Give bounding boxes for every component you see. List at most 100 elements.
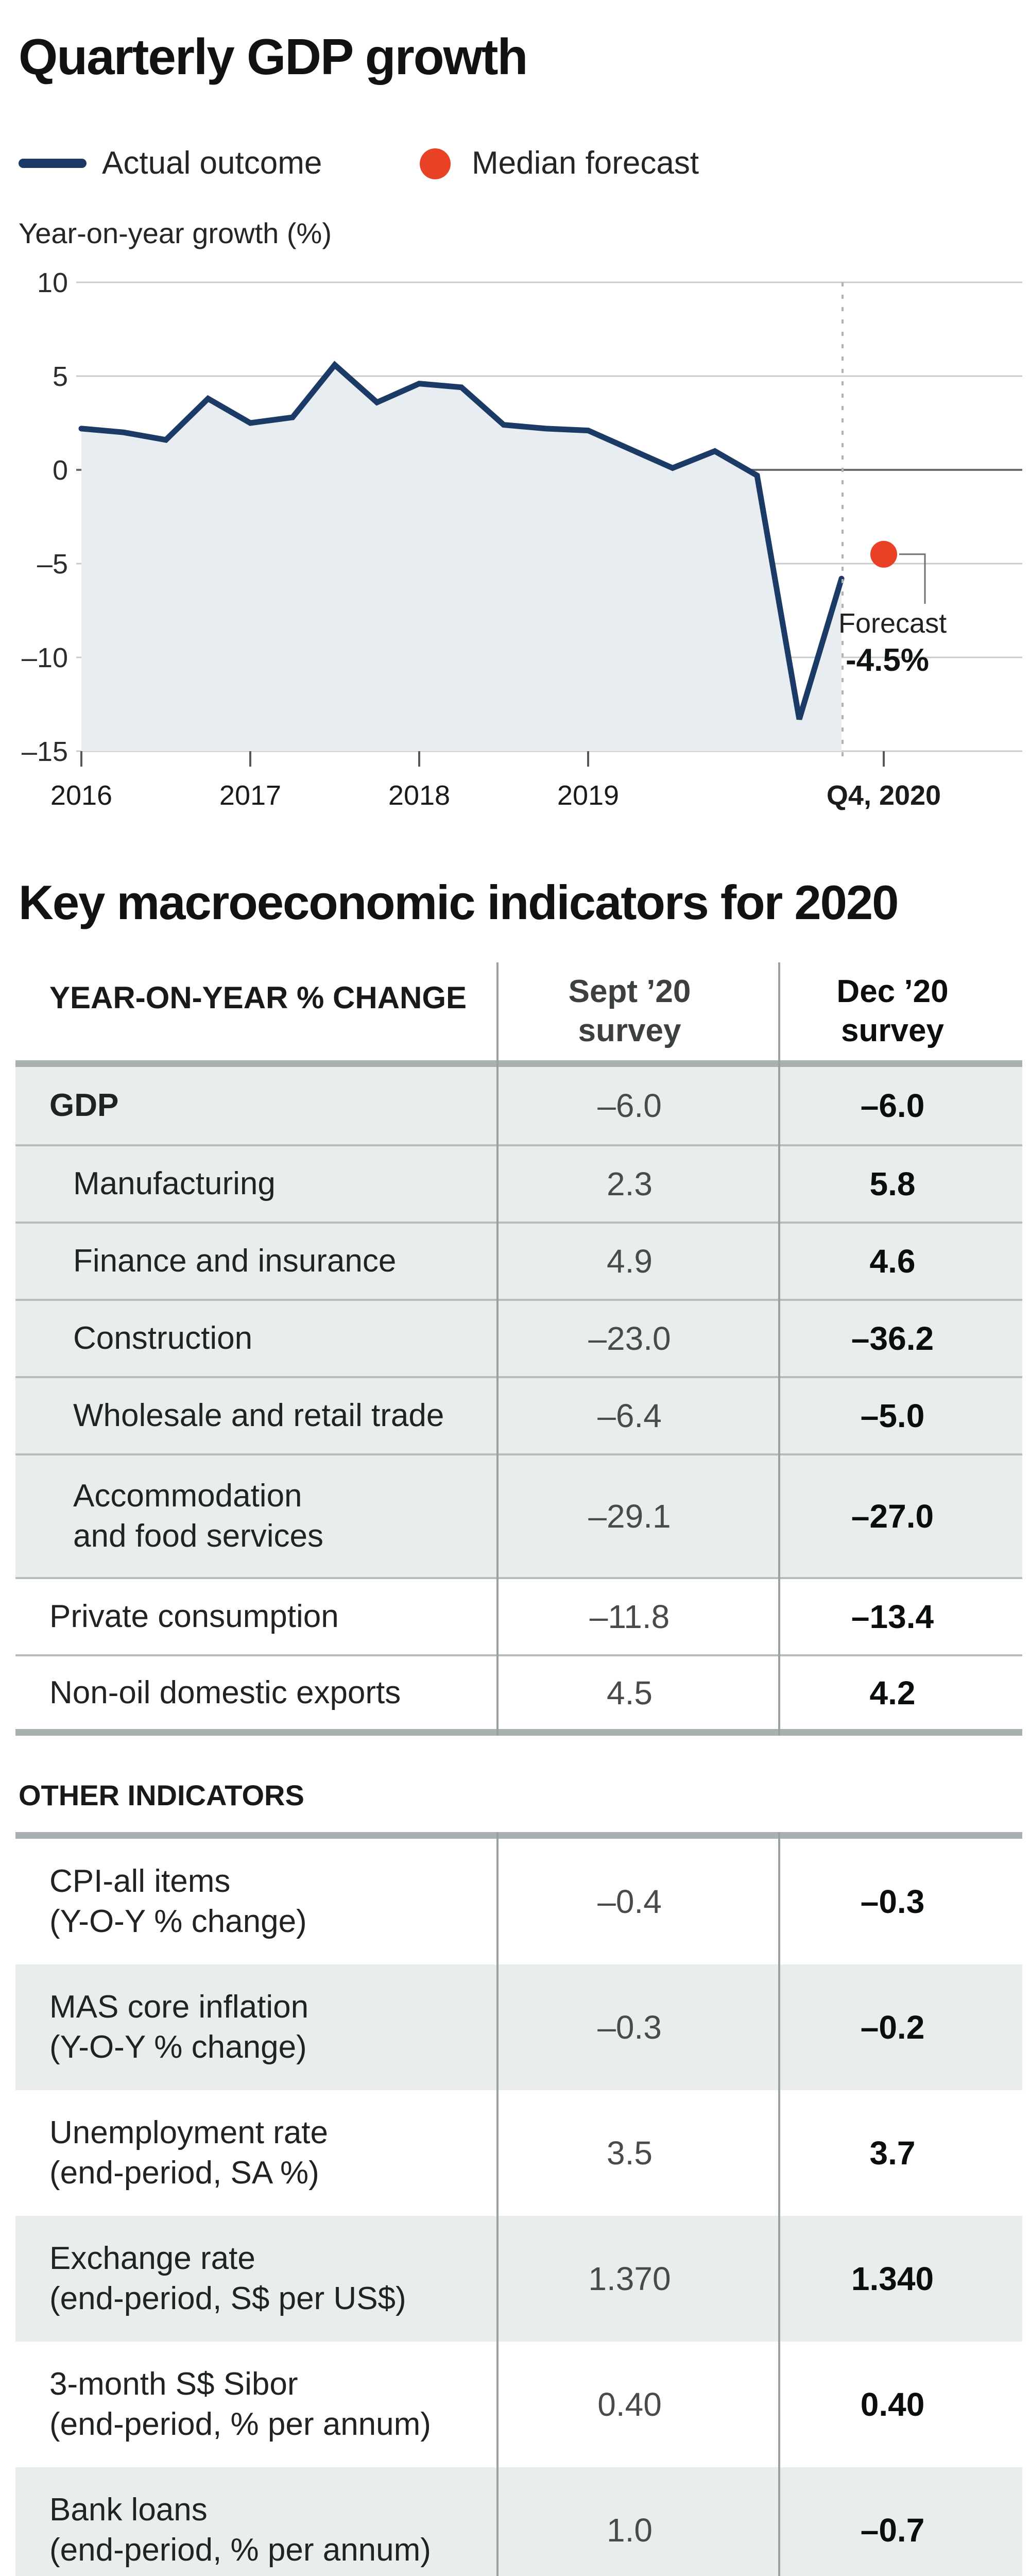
table-row: Construction –23.0 –36.2 (15, 1299, 1022, 1376)
x-tick-label: 2016 (50, 780, 112, 811)
row-label: GDP (15, 1086, 496, 1126)
dec-survey-value: 5.8 (869, 1165, 916, 1202)
row-label: Finance and insurance (15, 1241, 496, 1281)
table-row: Non-oil domestic exports 4.5 4.2 (15, 1654, 1022, 1729)
row-label-line: Non-oil domestic exports (49, 1674, 401, 1710)
column-header-sept-line1: Sept ’20 (568, 974, 691, 1009)
sept-survey-value: 3.5 (607, 2134, 653, 2172)
row-label-line: (end-period, % per annum) (49, 2532, 431, 2568)
dec-survey-value: 4.6 (869, 1243, 916, 1280)
indicators-table: YEAR-ON-YEAR % CHANGE Sept ’20 survey De… (15, 962, 1022, 1736)
row-label: Accommodation and food services (15, 1476, 496, 1556)
row-label: Manufacturing (15, 1164, 496, 1204)
sept-survey-value: –0.4 (597, 1883, 662, 1920)
sept-survey-value: 0.40 (597, 2386, 662, 2423)
table-row: Exchange rate (end-period, S$ per US$) 1.3… (15, 2216, 1022, 2342)
row-label: 3-month S$ Sibor (end-period, % per annum… (15, 2364, 496, 2445)
sept-survey-value: –6.4 (597, 1397, 662, 1434)
y-tick-label: –5 (37, 549, 68, 580)
dec-survey-value: –0.7 (860, 2512, 925, 2549)
table-bottom-border (15, 1729, 1022, 1736)
gdp-line-chart: 10 5 0 –5 –10 –15 2016 2017 2018 2019 Q4, 2020 Fore… (22, 267, 1022, 811)
x-tick-label: Q4, 2020 (827, 780, 941, 811)
sept-survey-value: 1.0 (607, 2512, 653, 2549)
row-label: Wholesale and retail trade (15, 1396, 496, 1436)
dec-survey-value: –0.2 (860, 2009, 925, 2046)
table-row: Finance and insurance 4.9 4.6 (15, 1222, 1022, 1299)
row-label: Exchange rate (end-period, S$ per US$) (15, 2239, 496, 2319)
row-label-line: GDP (49, 1088, 119, 1123)
column-header-dec-survey: Dec ’20 survey (763, 962, 1022, 1060)
indicators-heading: Key macroeconomic indicators for 2020 (19, 875, 899, 929)
row-label-line: (Y-O-Y % change) (49, 2029, 307, 2065)
dec-survey-value: –13.4 (851, 1598, 934, 1635)
table-row: Private consumption –11.8 –13.4 (15, 1577, 1022, 1654)
dec-survey-value: 3.7 (869, 2134, 916, 2172)
row-label: Bank loans (end-period, % per annum) (15, 2490, 496, 2570)
sept-survey-value: –29.1 (588, 1498, 671, 1535)
row-label-line: Unemployment rate (49, 2115, 329, 2150)
other-indicators-table: CPI-all items (Y-O-Y % change) –0.4 –0.3 MAS… (15, 1832, 1022, 2576)
row-label-line: (end-period, S$ per US$) (49, 2281, 406, 2316)
page-title: Quarterly GDP growth (19, 28, 528, 85)
sept-survey-value: 4.5 (607, 1674, 653, 1711)
x-tick-label: 2019 (557, 780, 619, 811)
row-label-line: Bank loans (49, 2492, 208, 2528)
row-label: Non-oil domestic exports (15, 1673, 496, 1713)
row-label-line: 3-month S$ Sibor (49, 2366, 298, 2402)
column-divider (778, 1832, 780, 2576)
column-header-sept-line2: survey (578, 1013, 681, 1048)
dec-survey-value: –5.0 (860, 1397, 925, 1434)
row-label: Unemployment rate (end-period, SA %) (15, 2113, 496, 2193)
dec-survey-value: –27.0 (851, 1498, 934, 1535)
forecast-annotation-label: Forecast (838, 608, 947, 639)
row-label-line: Exchange rate (49, 2241, 255, 2276)
table-row: Bank loans (end-period, % per annum) 1.0 –0… (15, 2467, 1022, 2576)
dec-survey-value: 1.340 (851, 2260, 934, 2297)
actual-outcome-line-swatch (19, 159, 87, 168)
table-row: Accommodation and food services –29.1 –27.0 (15, 1453, 1022, 1577)
row-label-line: Accommodation (73, 1478, 302, 1514)
table-row: GDP –6.0 –6.0 (15, 1067, 1022, 1144)
sept-survey-value: –11.8 (589, 1598, 670, 1635)
y-tick-label: 5 (53, 361, 68, 392)
row-label-line: CPI-all items (49, 1863, 231, 1899)
column-divider (778, 962, 780, 1736)
row-label-line: (end-period, SA %) (49, 2155, 319, 2191)
table-row: Manufacturing 2.3 5.8 (15, 1144, 1022, 1222)
annotation-connector (899, 553, 926, 604)
row-label-line: Manufacturing (73, 1166, 276, 1201)
other-indicators-heading: OTHER INDICATORS (19, 1779, 304, 1811)
row-label: CPI-all items (Y-O-Y % change) (15, 1861, 496, 1942)
table-row: Unemployment rate (end-period, SA %) 3.5 3.… (15, 2090, 1022, 2216)
row-label-line: (Y-O-Y % change) (49, 1904, 307, 1939)
dec-survey-value: –0.3 (860, 1883, 925, 1920)
dec-survey-value: –6.0 (860, 1087, 925, 1124)
row-label-line: Private consumption (49, 1599, 339, 1634)
table-top-border (15, 1832, 1022, 1839)
row-label: Private consumption (15, 1597, 496, 1637)
row-label: Construction (15, 1318, 496, 1359)
dec-survey-value: 0.40 (860, 2386, 925, 2423)
table-header: YEAR-ON-YEAR % CHANGE Sept ’20 survey De… (15, 962, 1022, 1060)
row-label: MAS core inflation (Y-O-Y % change) (15, 1987, 496, 2067)
median-forecast-dot-swatch (420, 148, 451, 179)
y-axis-label: Year-on-year growth (%) (19, 217, 332, 249)
table-row: 3-month S$ Sibor (end-period, % per annum… (15, 2342, 1022, 2467)
row-label-line: Construction (73, 1320, 253, 1356)
forecast-annotation-value: -4.5% (846, 642, 929, 678)
table-rows: GDP –6.0 –6.0 Manufacturing 2.3 5.8 Finance an… (15, 1067, 1022, 1729)
table-row: CPI-all items (Y-O-Y % change) –0.4 –0.3 (15, 1839, 1022, 1964)
column-header-sept-survey: Sept ’20 survey (496, 962, 763, 1060)
column-divider (496, 962, 499, 1736)
y-tick-label: –10 (22, 642, 68, 673)
x-tick-label: 2018 (388, 780, 450, 811)
sept-survey-value: –23.0 (588, 1320, 671, 1357)
sept-survey-value: 2.3 (607, 1165, 653, 1202)
median-forecast-point (870, 540, 897, 568)
table-top-border (15, 1060, 1022, 1067)
dec-survey-value: 4.2 (869, 1674, 916, 1711)
y-tick-label: 0 (53, 455, 68, 486)
column-header-metric: YEAR-ON-YEAR % CHANGE (49, 980, 467, 1015)
